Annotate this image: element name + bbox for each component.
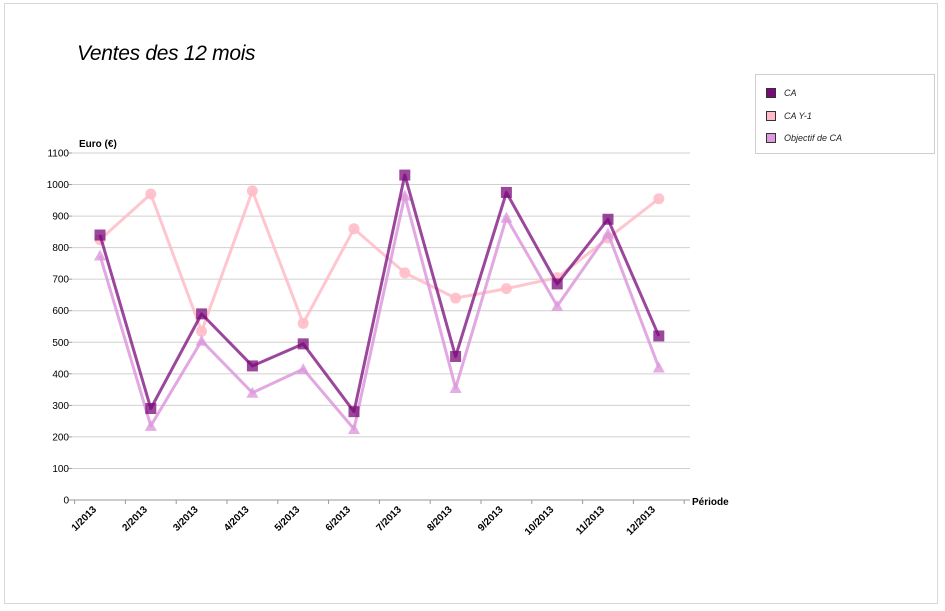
- x-tick-label-9: 10/2013: [523, 504, 557, 538]
- legend-item-objectif[interactable]: Objectif de CA: [766, 131, 842, 145]
- point-1-3: [246, 185, 258, 197]
- y-tick-label-1000: 1000: [47, 180, 70, 191]
- point-0-11: [653, 330, 665, 342]
- legend: CA CA Y-1 Objectif de CA: [755, 74, 935, 154]
- point-0-5: [348, 406, 360, 418]
- y-tick-label-1100: 1100: [47, 149, 69, 160]
- y-tick-label-400: 400: [52, 369, 69, 380]
- point-2-4: [297, 363, 310, 375]
- legend-label-ca-y1: CA Y-1: [784, 111, 812, 121]
- x-axis-ticks: 1/2013 2/2013 3/2013 4/2013 5/2013 6/2013 7/20…: [70, 500, 685, 538]
- point-1-1: [145, 188, 157, 200]
- point-2-2: [195, 334, 208, 346]
- y-tick-label-600: 600: [52, 306, 69, 317]
- grid-lines: [72, 152, 690, 501]
- legend-item-ca[interactable]: CA: [766, 86, 797, 100]
- legend-swatch-objectif: [766, 133, 776, 143]
- point-1-8: [500, 283, 512, 295]
- series-group: [94, 169, 665, 435]
- point-2-1: [144, 419, 157, 431]
- legend-swatch-ca: [766, 88, 776, 98]
- y-tick-label-800: 800: [52, 243, 69, 254]
- point-1-2: [196, 325, 208, 337]
- y-tick-label-900: 900: [52, 212, 69, 223]
- series-line-2: [98, 194, 661, 431]
- point-0-1: [145, 403, 157, 415]
- point-0-8: [500, 186, 512, 198]
- series-0: [94, 169, 665, 418]
- x-tick-label-3: 4/2013: [222, 504, 252, 534]
- legend-item-ca-y1[interactable]: CA Y-1: [766, 109, 812, 123]
- legend-label-ca: CA: [784, 88, 797, 98]
- y-tick-label-100: 100: [52, 464, 69, 475]
- point-0-0: [94, 229, 106, 241]
- x-axis-title: Période: [692, 497, 729, 508]
- y-tick-label-700: 700: [52, 275, 69, 286]
- point-2-0: [94, 249, 106, 261]
- x-tick-label-1: 2/2013: [121, 504, 151, 534]
- point-2-9: [551, 299, 564, 311]
- x-tick-label-0: 1/2013: [70, 504, 100, 534]
- point-0-4: [297, 338, 309, 350]
- point-1-7: [450, 292, 462, 304]
- x-tick-label-11: 12/2013: [625, 504, 659, 538]
- point-0-7: [450, 350, 462, 362]
- point-1-11: [653, 193, 665, 205]
- point-0-2: [196, 308, 208, 320]
- point-2-5: [348, 423, 360, 435]
- x-tick-label-10: 11/2013: [574, 504, 607, 537]
- point-1-4: [297, 317, 309, 329]
- point-0-10: [602, 213, 614, 225]
- y-tick-label-500: 500: [52, 338, 69, 349]
- x-tick-label-8: 9/2013: [476, 504, 506, 534]
- point-0-9: [551, 278, 563, 290]
- point-1-6: [399, 267, 411, 279]
- point-2-3: [246, 386, 259, 398]
- point-2-6: [398, 189, 411, 201]
- point-2-8: [500, 211, 513, 223]
- point-1-5: [348, 223, 360, 235]
- y-tick-label-200: 200: [52, 432, 69, 443]
- y-axis-title: Euro (€): [79, 139, 117, 150]
- point-2-7: [449, 382, 462, 394]
- x-tick-label-6: 7/2013: [375, 504, 405, 534]
- point-2-10: [602, 227, 614, 239]
- y-axis-ticks: 0 100 200 300 400 500 600 700 800 900 1000 1100: [47, 149, 72, 507]
- point-2-11: [652, 361, 665, 373]
- point-0-3: [246, 360, 258, 372]
- x-tick-label-2: 3/2013: [171, 504, 201, 534]
- series-line-0: [98, 173, 661, 414]
- x-tick-label-4: 5/2013: [273, 504, 303, 534]
- x-tick-label-5: 6/2013: [324, 504, 354, 534]
- series-2: [94, 189, 665, 435]
- legend-label-objectif: Objectif de CA: [784, 133, 843, 143]
- y-tick-label-300: 300: [52, 401, 69, 412]
- chart-title: Ventes des 12 mois: [77, 42, 256, 65]
- point-0-6: [399, 169, 411, 181]
- legend-swatch-ca-y1: [766, 111, 776, 121]
- y-tick-label-0: 0: [63, 496, 69, 507]
- x-tick-label-7: 8/2013: [425, 504, 455, 534]
